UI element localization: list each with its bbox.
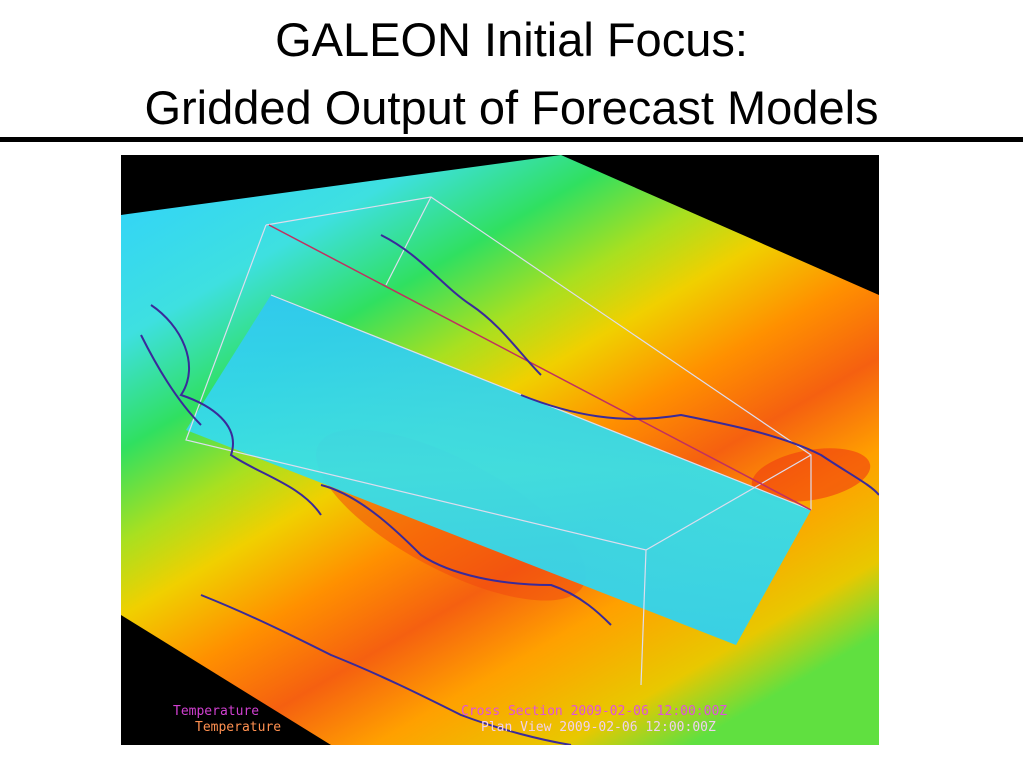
coastlines [140,234,879,745]
background [561,155,879,295]
background [121,155,561,215]
wireframe [185,196,812,686]
title-line: GALEON Initial Focus: [275,13,748,66]
overlay-label: Plan View 2009-02-06 12:00:00Z [481,720,716,735]
overlay-label: Temperature [173,704,259,719]
overlay-label: Temperature [195,720,281,735]
background [121,615,331,745]
title-line: Gridded Output of Forecast Models [144,81,879,134]
overlay-label: Cross Section 2009-02-06 12:00:00Z [461,704,727,719]
title-rule [0,137,1023,142]
cross-section [186,295,811,645]
visualization-image: Temperature Temperature Cross Section 20… [121,155,879,745]
